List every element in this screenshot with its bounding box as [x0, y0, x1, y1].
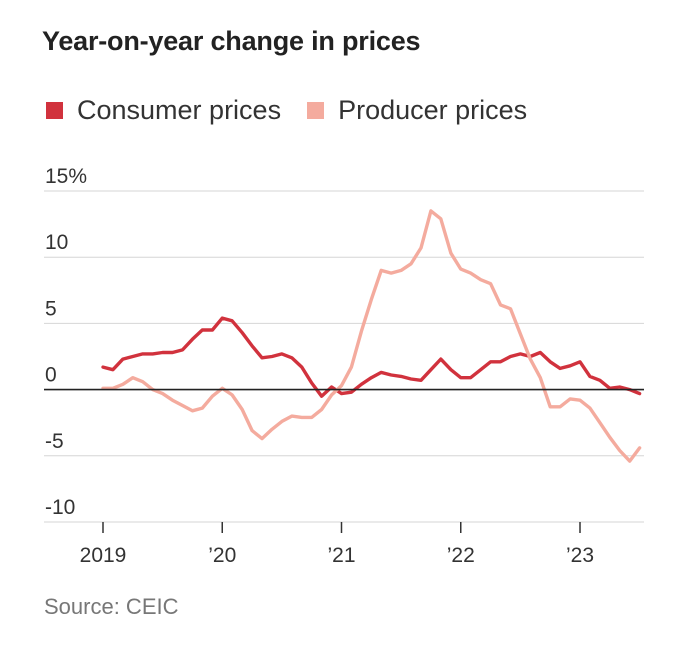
x-tick-label: ’21 — [327, 544, 355, 567]
y-tick-label: -5 — [45, 430, 64, 453]
y-tick-label: -10 — [45, 496, 75, 519]
legend-item-consumer-prices: Consumer prices — [46, 95, 281, 126]
x-tick-label: ’22 — [447, 544, 475, 567]
legend-swatch-producer-prices — [307, 102, 325, 119]
legend-label-producer-prices: Producer prices — [338, 95, 528, 125]
source-note: Source: CEIC — [44, 594, 179, 619]
chart-title: Year-on-year change in prices — [42, 26, 421, 56]
series-line-consumer-prices — [101, 316, 642, 398]
series-line-producer-prices — [101, 209, 642, 463]
y-tick-label: 5 — [45, 297, 57, 320]
legend-label-consumer-prices: Consumer prices — [77, 95, 282, 125]
legend-swatch-consumer-prices — [46, 102, 63, 119]
y-tick-label: 0 — [45, 364, 57, 387]
x-tick-label: 2019 — [80, 544, 127, 567]
x-tick-label: ’23 — [566, 544, 594, 567]
legend-item-producer-prices: Producer prices — [307, 95, 527, 126]
y-tick-label: 10 — [45, 231, 68, 254]
y-tick-label: 15% — [45, 165, 87, 188]
x-tick-label: ’20 — [208, 544, 236, 567]
chart-legend: Consumer prices Producer prices — [46, 95, 553, 126]
